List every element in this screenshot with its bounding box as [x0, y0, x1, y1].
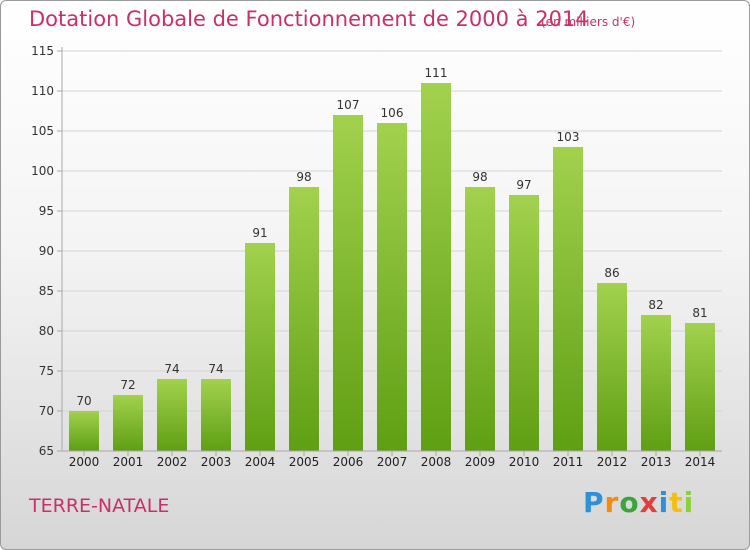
bar-value-label: 98 [296, 170, 311, 184]
x-tick-label: 2010 [509, 455, 540, 469]
x-tick-label: 2009 [465, 455, 496, 469]
bar-value-label: 91 [252, 226, 267, 240]
axes [57, 47, 722, 456]
y-tick-label: 75 [39, 364, 54, 378]
y-tick-label: 85 [39, 284, 54, 298]
labels: 65 70 75 80 85 90 95 100 105 110 115 70 2000 72 2001 74… [31, 44, 715, 469]
bar-value-label: 81 [692, 306, 707, 320]
bar [509, 195, 539, 451]
bar [157, 379, 187, 451]
y-tick-label: 90 [39, 244, 54, 258]
bar [245, 243, 275, 451]
x-tick-label: 2000 [69, 455, 100, 469]
x-tick-label: 2006 [333, 455, 364, 469]
bar [333, 115, 363, 451]
bar-value-label: 72 [120, 378, 135, 392]
x-tick-label: 2001 [113, 455, 144, 469]
x-tick-label: 2008 [421, 455, 452, 469]
x-tick-label: 2002 [157, 455, 188, 469]
bar-value-label: 97 [516, 178, 531, 192]
bar [201, 379, 231, 451]
commune-name: TERRE-NATALE [29, 495, 170, 517]
y-tick-label: 70 [39, 404, 54, 418]
bar-value-label: 70 [76, 394, 91, 408]
x-tick-label: 2005 [289, 455, 320, 469]
bar-value-label: 103 [557, 130, 580, 144]
bar [421, 83, 451, 451]
bar [289, 187, 319, 451]
x-tick-label: 2011 [553, 455, 584, 469]
bar-value-label: 111 [425, 66, 448, 80]
bar [377, 123, 407, 451]
bar-value-label: 106 [381, 106, 404, 120]
bar [685, 323, 715, 451]
y-tick-label: 80 [39, 324, 54, 338]
bar-value-label: 107 [337, 98, 360, 112]
y-tick-label: 65 [39, 444, 54, 458]
bar-value-label: 74 [208, 362, 223, 376]
bar-value-label: 82 [648, 298, 663, 312]
bar [465, 187, 495, 451]
bar [553, 147, 583, 451]
bar [69, 411, 99, 451]
y-tick-label: 105 [31, 124, 54, 138]
proxiti-logo: Proxiti [583, 486, 695, 519]
bar-value-label: 98 [472, 170, 487, 184]
bar [597, 283, 627, 451]
bar-value-label: 86 [604, 266, 619, 280]
bar-value-label: 74 [164, 362, 179, 376]
unit-note: (en milliers d'€) [541, 15, 636, 29]
bar [113, 395, 143, 451]
x-tick-label: 2014 [685, 455, 716, 469]
chart-title: Dotation Globale de Fonctionnement de 20… [29, 7, 589, 31]
y-tick-label: 95 [39, 204, 54, 218]
y-tick-label: 110 [31, 84, 54, 98]
x-tick-label: 2004 [245, 455, 276, 469]
x-tick-label: 2013 [641, 455, 672, 469]
x-tick-label: 2007 [377, 455, 408, 469]
bar [641, 315, 671, 451]
x-tick-label: 2012 [597, 455, 628, 469]
y-tick-label: 100 [31, 164, 54, 178]
bars [69, 83, 715, 451]
y-tick-label: 115 [31, 44, 54, 58]
x-tick-label: 2003 [201, 455, 232, 469]
